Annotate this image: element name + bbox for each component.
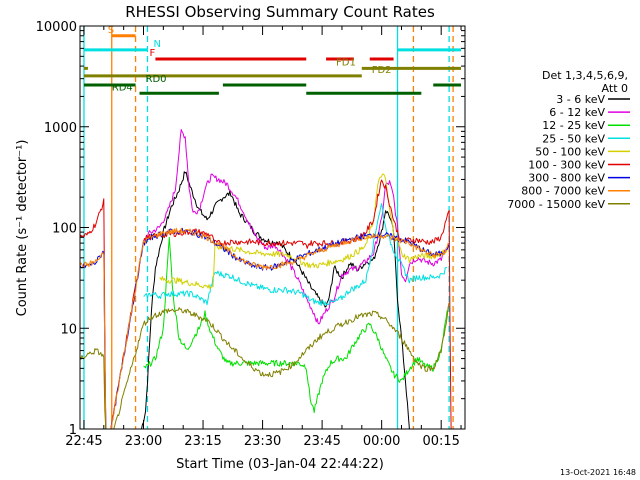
flag-bars: S NF FD1 FD2 RD0 RD4	[83, 25, 462, 95]
x-tick-label: 22:45	[65, 434, 102, 449]
chart-title: RHESSI Observing Summary Count Rates	[125, 3, 435, 21]
x-tick-label: 23:45	[303, 434, 340, 449]
y-tick-label: 100	[52, 222, 77, 237]
legend-entry-7000-15000-kev: 7000 - 15000 keV	[507, 198, 605, 211]
flag-rd4-label: RD4	[112, 82, 133, 93]
flag-fd2-label: FD2	[372, 65, 392, 76]
footer-date: 13-Oct-2021 16:48	[560, 468, 636, 477]
legend-entry-300-800-kev: 300 - 800 keV	[528, 172, 605, 185]
y-tick-label: 1000	[44, 121, 77, 136]
x-axis-label: Start Time (03-Jan-04 22:44:22)	[176, 457, 384, 472]
series-7000-15000-kev	[79, 302, 450, 430]
y-tick-label: 10	[60, 322, 77, 337]
x-tick-label: 23:15	[184, 434, 221, 449]
y-axis-label: Count Rate (s⁻¹ detector⁻¹)	[15, 140, 30, 317]
legend-entry-25-50-kev: 25 - 50 keV	[542, 132, 605, 145]
legend-entry-3-6-kev: 3 - 6 keV	[556, 93, 605, 106]
series-layer	[79, 129, 452, 430]
legend-entry-800-7000-kev: 800 - 7000 keV	[521, 185, 605, 198]
series-6-12-kev	[143, 129, 446, 325]
x-tick-label: 23:30	[244, 434, 281, 449]
legend-header: Det 1,3,4,5,6,9,	[542, 69, 628, 82]
flag-rd0-label: RD0	[146, 74, 167, 85]
flag-f-label: F	[149, 48, 155, 59]
legend-entry-12-25-kev: 12 - 25 keV	[542, 119, 605, 132]
series-50-100-kev	[159, 173, 448, 290]
flag-n-label: N	[153, 39, 160, 50]
legend-entry-6-12-kev: 6 - 12 keV	[549, 106, 605, 119]
y-tick-label: 1	[69, 423, 77, 438]
legend-header: Att 0	[602, 82, 628, 95]
x-tick-label: 00:15	[422, 434, 459, 449]
legend-entry-50-100-kev: 50 - 100 keV	[535, 145, 605, 158]
series-800-7000-kev	[79, 227, 450, 430]
flag-s-label: S	[108, 25, 114, 36]
x-tick-label: 00:00	[363, 434, 400, 449]
y-tick-label: 10000	[36, 20, 77, 35]
axis-ticks: 22:45 23:00 23:15 23:30 23:45 00:00 00:15 1 10 10…	[36, 20, 465, 449]
x-tick-label: 23:00	[125, 434, 162, 449]
series-25-50-kev	[143, 203, 448, 306]
legend-entry-100-300-kev: 100 - 300 keV	[528, 159, 605, 172]
flag-fd1-label: FD1	[336, 57, 356, 68]
